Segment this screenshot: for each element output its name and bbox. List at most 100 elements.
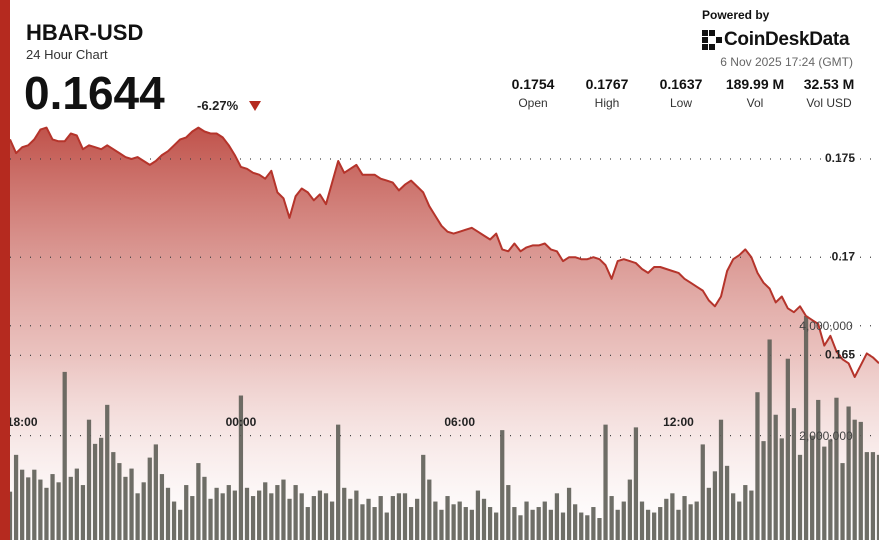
- volume-bar: [214, 487, 219, 540]
- volume-bar: [597, 518, 602, 540]
- volume-bar: [548, 509, 553, 540]
- volume-bar: [44, 487, 49, 540]
- volume-bar: [803, 315, 809, 540]
- stat-value: 32.53 M: [803, 76, 855, 92]
- volume-bar: [141, 482, 146, 540]
- volume-bar: [724, 465, 730, 540]
- volume-bar: [439, 509, 444, 540]
- volume-bar: [232, 490, 237, 540]
- volume-bar: [281, 479, 286, 540]
- volume-bar: [633, 427, 639, 540]
- volume-bar: [178, 509, 183, 540]
- stat-value: 0.1767: [585, 76, 629, 92]
- volume-bar: [524, 501, 529, 540]
- accent-bar: [0, 0, 10, 540]
- volume-bar: [38, 479, 43, 540]
- volume-bar: [165, 487, 171, 540]
- y2-tick-label: 2,000,000: [799, 429, 853, 443]
- timestamp: 6 Nov 2025 17:24 (GMT): [720, 55, 853, 69]
- volume-bar: [712, 471, 718, 540]
- volume-bar: [202, 476, 207, 540]
- volume-bar: [20, 469, 25, 540]
- volume-bar: [554, 493, 560, 540]
- volume-bar: [7, 491, 13, 540]
- y-tick-label: 0.17: [832, 249, 856, 263]
- volume-bar: [305, 507, 310, 540]
- volume-bar: [244, 487, 250, 540]
- volume-bar: [688, 504, 693, 540]
- volume-bar: [384, 512, 389, 540]
- down-arrow: [249, 101, 261, 111]
- volume-bar: [518, 515, 523, 540]
- volume-bar: [463, 507, 468, 540]
- brand-logo: [702, 30, 722, 50]
- volume-bar: [506, 485, 511, 540]
- powered-by: Powered by: [702, 8, 770, 22]
- volume-bar: [864, 452, 869, 540]
- volume-bar: [530, 509, 535, 540]
- volume-bar: [311, 496, 316, 540]
- volume-bar: [32, 469, 37, 540]
- x-tick-label: 06:00: [444, 415, 475, 429]
- volume-bar: [645, 509, 651, 540]
- volume-bar: [755, 392, 760, 540]
- volume-bar: [566, 487, 572, 540]
- volume-bar: [536, 507, 541, 540]
- stat: 189.99 M Vol: [718, 76, 792, 110]
- subtitle: 24 Hour Chart: [26, 47, 108, 62]
- volume-bar: [184, 485, 189, 540]
- volume-bar: [263, 482, 268, 540]
- volume-bar: [682, 496, 687, 540]
- volume-bar: [512, 507, 517, 540]
- volume-bar: [74, 468, 79, 540]
- volume-bar: [737, 501, 742, 540]
- volume-bar: [408, 507, 414, 540]
- volume-bar: [773, 414, 778, 540]
- volume-bar: [86, 419, 92, 540]
- volume-bar: [402, 493, 408, 540]
- volume-bar: [287, 498, 292, 540]
- stat-label: Open: [518, 96, 548, 110]
- volume-bar: [876, 454, 879, 540]
- volume-bar: [731, 493, 736, 540]
- stat-label: Low: [669, 96, 692, 110]
- volume-bar: [718, 419, 724, 540]
- stat-label: High: [594, 96, 620, 110]
- volume-bar: [396, 493, 402, 540]
- volume-bar: [791, 408, 797, 540]
- volume-bar: [293, 485, 298, 540]
- volume-bar: [870, 452, 876, 540]
- stat-value: 189.99 M: [725, 76, 785, 92]
- volume-bar: [858, 421, 863, 540]
- x-tick-label: 18:00: [7, 415, 38, 429]
- volume-bar: [828, 439, 833, 540]
- volume-bar: [323, 493, 329, 540]
- volume-bar: [378, 496, 383, 540]
- volume-bar: [621, 501, 626, 540]
- volume-bar: [834, 397, 839, 540]
- volume-bar: [579, 512, 584, 540]
- stat: 32.53 M Vol USD: [792, 76, 866, 110]
- brand-suffix: Data: [809, 29, 850, 50]
- volume-bar: [26, 477, 31, 540]
- volume-bar: [257, 490, 262, 540]
- volume-bar: [451, 504, 456, 540]
- brand-name: CoinDesk: [724, 29, 810, 50]
- volume-bar: [658, 507, 663, 540]
- volume-bar: [196, 463, 201, 540]
- volume-bar: [591, 507, 596, 540]
- volume-bar: [457, 501, 462, 540]
- volume-bar: [171, 501, 177, 540]
- volume-bar: [208, 498, 213, 540]
- y-tick-label: 0.165: [825, 348, 855, 362]
- volume-bar: [366, 498, 371, 540]
- volume-bar: [226, 485, 231, 540]
- volume-bar: [481, 498, 487, 540]
- volume-bar: [797, 454, 803, 540]
- volume-bar: [190, 496, 195, 540]
- volume-bar: [153, 444, 158, 540]
- volume-bar: [494, 512, 499, 540]
- volume-bar: [105, 404, 110, 540]
